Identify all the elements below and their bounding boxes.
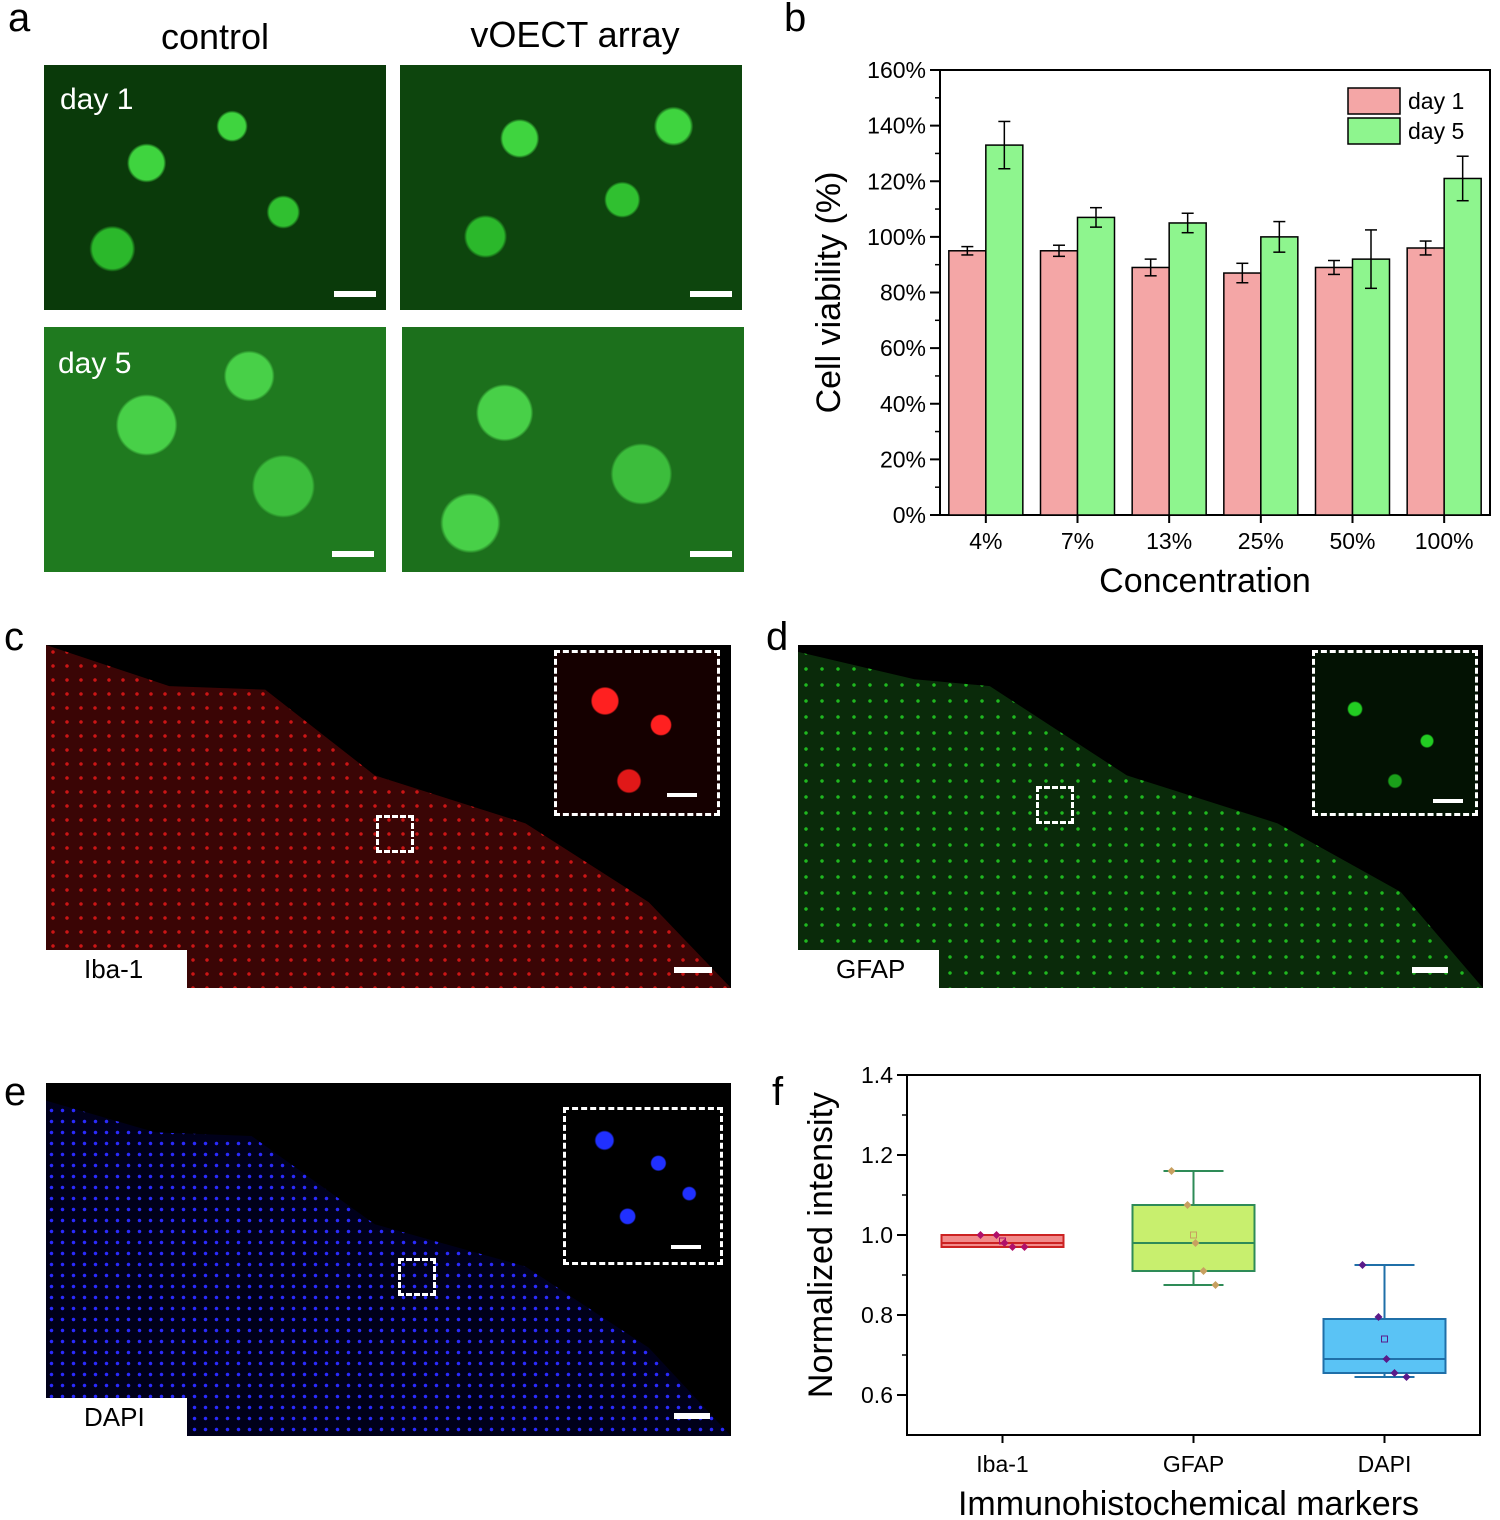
x-tick-label: 7% — [1061, 528, 1094, 554]
mean-marker — [1190, 1231, 1197, 1239]
legend-swatch — [1347, 117, 1401, 145]
y-tick-label: 20% — [880, 446, 926, 472]
scale-bar — [332, 551, 374, 557]
x-tick-label: Iba-1 — [976, 1451, 1028, 1477]
data-point — [1211, 1281, 1220, 1289]
zoom-inset-dapi — [563, 1107, 723, 1265]
scale-bar — [690, 551, 732, 557]
scale-bar — [334, 291, 376, 297]
normalized-intensity-box-chart: 0.6 0.8 1.0 1.2 1.4 Iba-1 GFAP DAPI Immunohistoc… — [802, 1062, 1481, 1520]
data-point — [976, 1231, 985, 1239]
y-tick-label: 120% — [867, 168, 926, 194]
scale-bar — [667, 793, 697, 797]
bar-day1 — [1314, 266, 1354, 516]
legend-label: day 5 — [1408, 118, 1464, 144]
legend-swatch — [1347, 87, 1401, 115]
region-of-interest-box — [398, 1258, 436, 1296]
column-title-vOECT-array: vOECT array — [470, 14, 680, 55]
data-point — [1402, 1373, 1411, 1381]
y-tick-label: 0% — [893, 502, 926, 528]
box-DAPI — [1322, 1318, 1447, 1374]
y-tick-label: 140% — [867, 113, 926, 139]
micrograph-control-day1: day 1 — [44, 65, 386, 310]
cell-viability-bar-chart: 0% 20% 40% 60% 80% 100% 120% 140% 160% 4% 7% 13% 25%… — [810, 57, 1491, 600]
panel-label-a: a — [8, 0, 31, 40]
x-tick-label: 25% — [1238, 528, 1284, 554]
bar-day1 — [1039, 250, 1079, 516]
bar-day5 — [1168, 222, 1207, 516]
y-tick-label: 1.2 — [861, 1142, 893, 1168]
data-point — [1382, 1355, 1391, 1363]
bar-day5 — [1076, 216, 1116, 516]
panel-label-e: e — [4, 1070, 27, 1114]
data-point — [1374, 1313, 1383, 1321]
y-tick-label: 80% — [880, 280, 926, 306]
bar-day1 — [1131, 266, 1170, 516]
y-axis-title: Normalized intensity — [802, 1092, 840, 1398]
y-tick-label: 160% — [867, 57, 926, 83]
bar-day5 — [1260, 236, 1299, 516]
y-axis-title: Cell viability (%) — [810, 172, 848, 414]
zoom-inset-gfap — [1312, 650, 1478, 816]
micrograph-array-day1 — [400, 65, 742, 310]
bar-day5 — [985, 144, 1024, 516]
micrograph-array-day5 — [402, 327, 744, 572]
y-tick-label: 0.8 — [861, 1302, 893, 1328]
x-axis-title: Concentration — [1099, 562, 1311, 600]
scale-bar — [1412, 967, 1448, 973]
row-label-day5: day 5 — [58, 347, 132, 380]
data-point — [1020, 1243, 1029, 1251]
micrograph-gfap: GFAP — [798, 645, 1483, 988]
bar-day1 — [1406, 247, 1445, 516]
stain-label-iba1: Iba-1 — [46, 950, 187, 988]
panel-label-d: d — [766, 615, 789, 659]
x-tick-label: DAPI — [1358, 1451, 1412, 1477]
micrograph-control-day5: day 5 — [44, 327, 386, 572]
y-tick-label: 60% — [880, 335, 926, 361]
micrograph-iba1: Iba-1 — [46, 645, 731, 988]
data-point — [992, 1231, 1001, 1239]
scale-bar — [674, 1413, 710, 1419]
stain-label-gfap: GFAP — [798, 950, 939, 988]
x-tick-label: 50% — [1329, 528, 1375, 554]
y-tick-label: 100% — [867, 224, 926, 250]
data-point — [1167, 1167, 1176, 1175]
data-point — [1199, 1267, 1208, 1275]
data-point — [1008, 1243, 1017, 1251]
data-point — [1000, 1239, 1009, 1247]
scale-bar — [671, 1245, 701, 1249]
bar-day1 — [948, 250, 987, 516]
bar-day5 — [1351, 258, 1391, 516]
scale-bar — [674, 967, 712, 973]
y-tick-label: 40% — [880, 391, 926, 417]
region-of-interest-box — [1036, 786, 1074, 824]
x-axis-title: Immunohistochemical markers — [958, 1485, 1419, 1520]
y-tick-label: 1.0 — [861, 1222, 893, 1248]
panel-label-f: f — [772, 1070, 784, 1114]
data-point — [1183, 1201, 1192, 1209]
data-point — [1191, 1239, 1200, 1247]
x-tick-label: GFAP — [1163, 1451, 1224, 1477]
mean-marker — [1381, 1335, 1388, 1343]
y-tick-label: 1.4 — [861, 1062, 893, 1088]
legend-label: day 1 — [1408, 88, 1464, 114]
scale-bar — [690, 291, 732, 297]
row-label-day1: day 1 — [60, 83, 134, 116]
data-point — [1390, 1369, 1399, 1377]
data-point — [1358, 1261, 1367, 1269]
x-tick-label: 13% — [1146, 528, 1192, 554]
region-of-interest-box — [376, 815, 414, 853]
micrograph-dapi: DAPI — [46, 1083, 731, 1436]
scale-bar — [1433, 799, 1463, 803]
panel-label-b: b — [784, 0, 807, 40]
stain-label-dapi: DAPI — [46, 1398, 187, 1436]
column-title-control: control — [160, 16, 270, 57]
zoom-inset-iba1 — [554, 650, 720, 816]
bar-day5 — [1443, 177, 1482, 516]
y-tick-label: 0.6 — [861, 1382, 893, 1408]
bar-day1 — [1223, 272, 1262, 516]
x-tick-label: 4% — [969, 528, 1002, 554]
x-tick-label: 100% — [1415, 528, 1474, 554]
panel-label-c: c — [4, 615, 24, 659]
